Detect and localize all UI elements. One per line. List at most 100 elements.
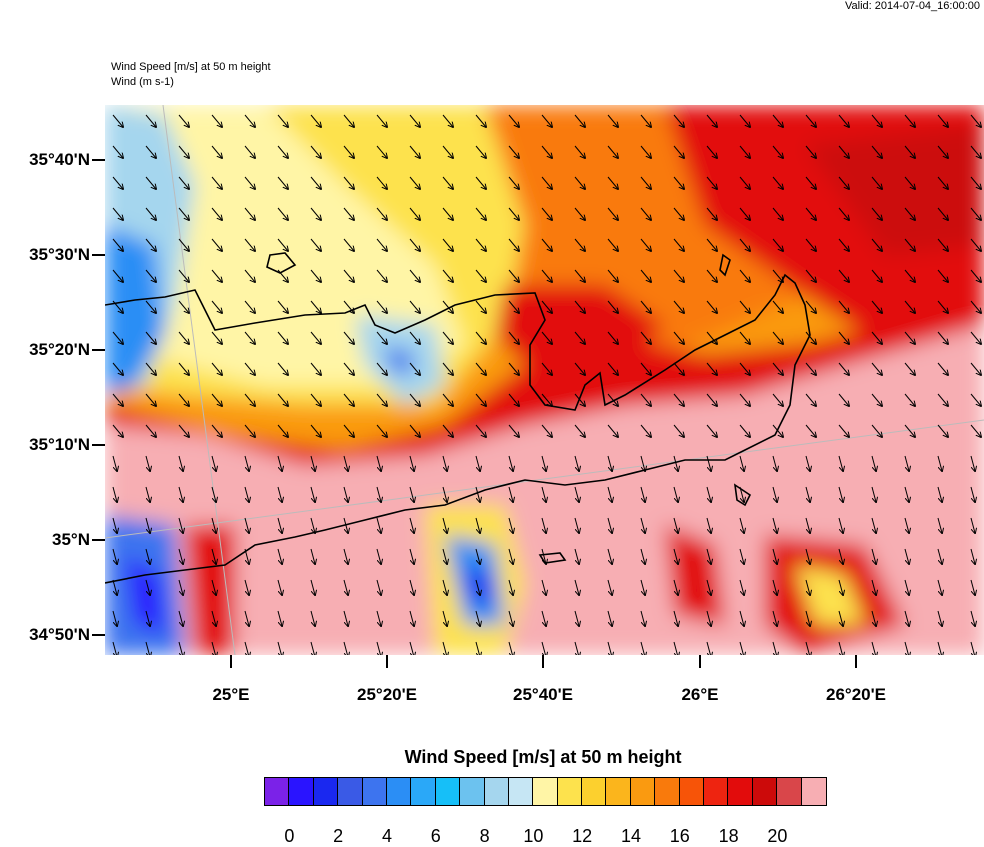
wind-arrow	[970, 486, 975, 502]
wind-arrow	[112, 300, 123, 313]
wind-arrow	[211, 641, 216, 655]
wind-arrow	[937, 579, 942, 595]
wind-arrow	[706, 114, 717, 127]
wind-arrow	[508, 610, 513, 626]
lon-tick	[386, 655, 388, 668]
wind-arrow	[343, 114, 354, 127]
wind-arrow	[442, 238, 453, 251]
colorbar-swatch	[582, 778, 607, 805]
wind-arrow	[739, 641, 744, 655]
wind-arrow	[871, 176, 882, 189]
wind-arrow	[838, 145, 849, 158]
wind-arrow	[772, 331, 783, 344]
wind-arrow	[442, 548, 447, 564]
wind-arrow	[145, 207, 156, 220]
wind-arrow	[211, 114, 222, 127]
wind-arrow	[772, 176, 783, 189]
colorbar-swatch	[265, 778, 290, 805]
wind-arrow	[706, 641, 711, 655]
wind-arrow	[772, 610, 777, 626]
wind-arrow	[739, 424, 750, 437]
wind-arrow	[541, 238, 552, 251]
wind-arrow	[178, 455, 183, 471]
wind-arrow	[376, 207, 387, 220]
wind-arrow	[673, 424, 684, 437]
wind-arrow	[607, 455, 612, 471]
colorbar-swatch	[435, 778, 461, 805]
wind-arrow	[871, 145, 882, 158]
wind-arrow	[475, 176, 486, 189]
wind-arrow	[871, 641, 876, 655]
wind-arrow	[574, 238, 585, 251]
wind-arrow	[871, 455, 876, 471]
wind-arrow	[970, 641, 975, 655]
wind-arrow	[970, 393, 981, 406]
wind-arrow	[442, 610, 447, 626]
wind-arrow	[772, 238, 783, 251]
wind-arrow	[904, 455, 909, 471]
wind-arrow	[442, 176, 453, 189]
wind-arrow	[409, 362, 420, 375]
wind-arrow	[574, 424, 585, 437]
wind-arrow	[970, 238, 981, 251]
wind-arrow	[211, 207, 222, 220]
wind-arrow	[607, 114, 618, 127]
wind-arrow	[508, 548, 513, 564]
wind-arrow	[244, 393, 255, 406]
wind-arrow	[211, 362, 222, 375]
colorbar-swatch	[557, 778, 583, 805]
wind-arrow	[442, 455, 447, 471]
wind-arrow	[541, 517, 546, 533]
lat-tick	[92, 634, 105, 636]
wind-arrow	[442, 486, 447, 502]
wind-arrow	[310, 579, 315, 595]
wind-arrow	[211, 455, 216, 471]
wind-arrow	[607, 486, 612, 502]
wind-arrow	[211, 269, 222, 282]
wind-arrow	[409, 176, 420, 189]
wind-arrow	[475, 455, 480, 471]
wind-arrow	[739, 486, 744, 502]
wind-arrow	[475, 486, 480, 502]
wind-arrow	[508, 331, 519, 344]
wind-arrow	[772, 207, 783, 220]
wind-arrow	[244, 238, 255, 251]
wind-arrow	[112, 486, 117, 502]
wind-arrow	[706, 269, 717, 282]
wind-arrow	[409, 641, 414, 655]
wind-arrow	[970, 610, 975, 626]
wind-arrow	[277, 145, 288, 158]
wind-arrow	[970, 300, 981, 313]
wind-arrow	[541, 579, 546, 595]
wind-arrow	[970, 455, 975, 471]
wind-arrow	[739, 362, 750, 375]
wind-arrow	[706, 393, 717, 406]
wind-arrow	[508, 176, 519, 189]
wind-arrow	[640, 269, 651, 282]
wind-arrow	[970, 517, 975, 533]
wind-arrow	[442, 424, 453, 437]
wind-arrow	[244, 331, 255, 344]
wind-arrow	[970, 362, 981, 375]
wind-arrow	[541, 641, 546, 655]
wind-arrow	[376, 610, 381, 626]
wind-arrow	[376, 300, 387, 313]
colorbar-swatch	[752, 778, 778, 805]
wind-arrow	[310, 548, 315, 564]
colorbar-swatch	[630, 778, 656, 805]
colorbar-swatch	[533, 778, 558, 805]
wind-arrow	[805, 641, 810, 655]
wind-arrow	[574, 641, 579, 655]
wind-arrow	[541, 393, 552, 406]
wind-arrow	[706, 300, 717, 313]
wind-arrow	[112, 548, 117, 564]
wind-arrow	[475, 548, 480, 564]
wind-arrow	[673, 486, 678, 502]
wind-arrow	[475, 145, 486, 158]
wind-arrow	[871, 610, 876, 626]
colorbar-tick-label: 18	[718, 826, 739, 846]
wind-arrow	[772, 269, 783, 282]
wind-arrow	[904, 393, 915, 406]
wind-arrow	[970, 145, 981, 158]
wind-arrow	[409, 486, 414, 502]
